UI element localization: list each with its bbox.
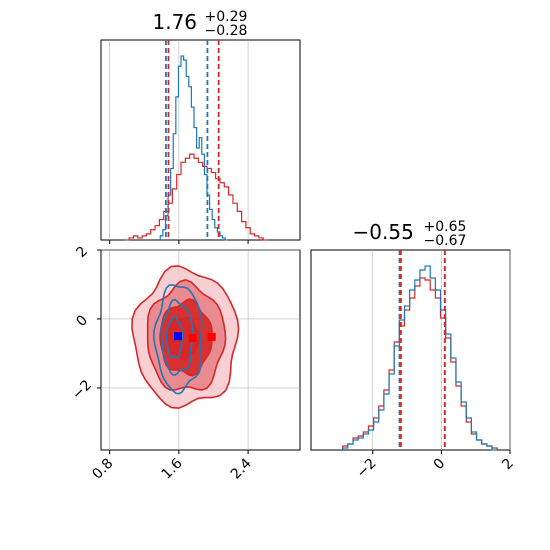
joint-y-tick-label: 0 — [73, 312, 91, 330]
joint-contour-a — [166, 315, 184, 359]
hist1-title-plus: +0.29 — [205, 9, 248, 25]
joint-x-tick-label: 0.8 — [89, 456, 116, 483]
hist2-series-a-step — [342, 265, 498, 451]
hist1-title-minus: −0.28 — [205, 23, 248, 39]
plot-data — [124, 40, 498, 451]
hist2-title: −0.55 — [353, 220, 414, 244]
hist2-axes-frame — [310, 249, 511, 451]
hist2-x-tick-label: 2 — [499, 456, 517, 474]
hist2-title-minus: −0.67 — [424, 233, 467, 249]
hist2-title-value: −0.55 — [353, 220, 414, 244]
hist1-series-b-step — [124, 153, 268, 241]
joint-median-marker-b — [188, 333, 197, 342]
joint-median-marker-b — [207, 332, 216, 341]
joint-contour-a — [152, 284, 203, 395]
hist2-x-tick-label: 0 — [431, 456, 449, 474]
joint-median-marker-a — [174, 332, 183, 341]
hist2-x-tick-label: −2 — [354, 456, 380, 482]
joint-y-tick-label: −2 — [69, 377, 95, 403]
hist2-title-plus: +0.65 — [424, 219, 467, 235]
hist1-axes-frame — [100, 39, 301, 241]
hist1-series-a-step — [159, 55, 228, 241]
joint-x-tick-label: 1.6 — [159, 455, 186, 482]
hist1-title: 1.76 — [153, 10, 198, 34]
hist1-title-value: 1.76 — [153, 10, 198, 34]
joint-contour-a — [160, 298, 194, 376]
axis-ticks — [97, 240, 511, 454]
joint-x-tick-label: 2.4 — [228, 455, 255, 482]
joint-y-tick-label: 2 — [73, 243, 91, 261]
hist2-series-b-step — [342, 277, 498, 450]
